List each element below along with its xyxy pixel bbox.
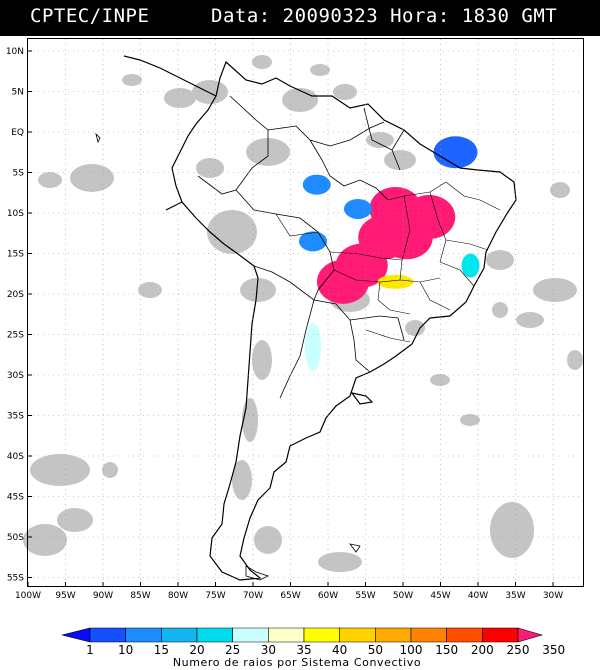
legend-swatch <box>196 627 233 643</box>
lat-label: 20S <box>7 290 24 300</box>
storm-cell <box>369 186 422 231</box>
legend-swatch <box>161 627 198 643</box>
header-datetime-label: Data: 20090323 Hora: 1830 GMT <box>211 5 558 27</box>
lat-lon-grid <box>28 39 583 586</box>
legend-swatch <box>303 627 340 643</box>
legend-value: 150 <box>435 643 458 657</box>
lat-label: 15S <box>7 250 24 260</box>
legend-value: 40 <box>332 643 347 657</box>
legend-values: 1 10 15 20 25 30 35 40 50 100 150 200 250 350 <box>86 643 565 657</box>
storm-cell <box>433 136 478 169</box>
legend-title: Numero de raios por Sistema Convectivo <box>173 656 421 669</box>
lon-label: 55W <box>355 591 375 601</box>
lightning-map: 10N5NEQ5S10S15S20S25S30S35S40S45S50S55S … <box>0 36 600 618</box>
lat-label: 30S <box>7 371 24 381</box>
legend-colorbar <box>61 627 544 643</box>
storm-cell <box>344 198 372 219</box>
legend-swatch <box>232 627 269 643</box>
legend-value: 15 <box>154 643 169 657</box>
storm-cell <box>377 274 414 289</box>
legend-swatch <box>61 627 91 643</box>
legend-value: 250 <box>507 643 530 657</box>
cloud-cover-layer <box>23 55 583 572</box>
legend-swatch <box>517 627 544 643</box>
lon-label: 45W <box>430 591 450 601</box>
lon-label: 95W <box>55 591 75 601</box>
storm-cell <box>302 174 331 195</box>
lon-label: 60W <box>318 591 338 601</box>
legend-value: 200 <box>471 643 494 657</box>
lon-label: 30W <box>543 591 563 601</box>
legend-swatch <box>268 627 305 643</box>
map-frame <box>27 38 584 587</box>
lat-label: 35S <box>7 412 24 422</box>
lon-label: 70W <box>243 591 263 601</box>
state-borders <box>275 181 501 343</box>
lat-label: 55S <box>7 574 24 584</box>
legend-value: 30 <box>261 643 276 657</box>
coastline <box>123 55 517 581</box>
storm-cell <box>305 322 321 371</box>
lat-label: 5N <box>12 88 24 98</box>
legend-swatch <box>410 627 447 643</box>
header-bar: CPTEC/INPE Data: 20090323 Hora: 1830 GMT <box>0 0 600 36</box>
header-source-label: CPTEC/INPE <box>30 5 150 27</box>
legend-swatch <box>375 627 412 643</box>
legend-value: 350 <box>542 643 565 657</box>
legend-swatch <box>125 627 162 643</box>
lon-label: 75W <box>205 591 225 601</box>
lat-label: 5S <box>13 169 25 179</box>
lat-label: EQ <box>11 128 24 138</box>
lon-label: 50W <box>393 591 413 601</box>
storm-cell <box>317 259 369 304</box>
legend-value: 50 <box>368 643 383 657</box>
lightning-legend: 1 10 15 20 25 30 35 40 50 100 150 200 250 350 Numero … <box>61 627 565 669</box>
lat-label: 45S <box>7 493 24 503</box>
islands <box>95 132 361 581</box>
legend-value: 100 <box>400 643 423 657</box>
longitude-labels: 100W 95W 90W 85W 80W 75W 70W 65W 60W 55W 50W 45W 40W… <box>15 582 563 601</box>
legend-value: 35 <box>296 643 311 657</box>
lon-label: 80W <box>168 591 188 601</box>
lat-label: 40S <box>7 452 24 462</box>
legend-swatch <box>446 627 483 643</box>
lat-label: 50S <box>7 533 24 543</box>
legend-value: 1 <box>86 643 94 657</box>
lon-label: 40W <box>468 591 488 601</box>
lon-label: 35W <box>505 591 525 601</box>
lon-label: 90W <box>93 591 113 601</box>
legend-swatch <box>339 627 376 643</box>
lon-label: 85W <box>130 591 150 601</box>
legend-swatch <box>482 627 519 643</box>
lat-label: 10S <box>7 209 24 219</box>
legend-value: 20 <box>189 643 204 657</box>
storm-cell <box>461 253 480 278</box>
legend-value: 25 <box>225 643 240 657</box>
legend-swatch <box>89 627 126 643</box>
storm-cell <box>299 231 327 252</box>
lon-label: 65W <box>280 591 300 601</box>
lat-label: 10N <box>6 47 24 57</box>
lat-label: 25S <box>7 331 24 341</box>
lon-label: 100W <box>15 591 41 601</box>
latitude-labels: 10N 5N EQ 5S 10S 15S 20S 25S 30S 35S 40S 45S 50S 55S <box>6 47 32 584</box>
legend-value: 10 <box>118 643 133 657</box>
